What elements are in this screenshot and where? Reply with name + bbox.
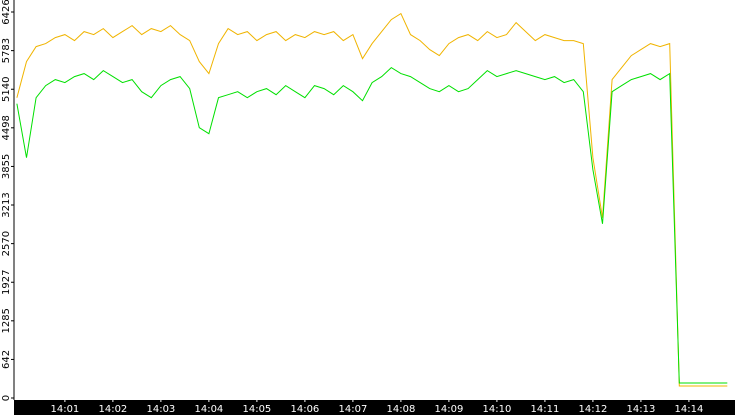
y-tick-label: 0 bbox=[1, 395, 12, 401]
y-tick-label: 2570 bbox=[1, 231, 12, 256]
y-tick-label: 6426 bbox=[1, 0, 12, 25]
y-tick-label: 642 bbox=[1, 350, 12, 369]
x-tick-label: 14:05 bbox=[242, 404, 271, 415]
x-tick-label: 14:10 bbox=[482, 404, 511, 415]
y-tick-label: 5140 bbox=[1, 77, 12, 102]
x-tick-label: 14:07 bbox=[338, 404, 367, 415]
x-tick-label: 14:14 bbox=[675, 404, 704, 415]
y-tick-label: 3855 bbox=[1, 154, 12, 179]
x-tick-label: 14:08 bbox=[386, 404, 415, 415]
y-tick-label: 1285 bbox=[1, 308, 12, 333]
x-tick-label: 14:03 bbox=[146, 404, 175, 415]
y-tick-label: 1927 bbox=[1, 270, 12, 295]
x-tick-label: 14:12 bbox=[578, 404, 607, 415]
x-axis-strip bbox=[14, 400, 735, 415]
series-line bbox=[16, 66, 728, 384]
x-tick-label: 14:02 bbox=[98, 404, 127, 415]
x-tick-label: 14:01 bbox=[50, 404, 79, 415]
series-line bbox=[16, 12, 728, 387]
y-tick-label: 5783 bbox=[1, 38, 12, 63]
x-tick-label: 14:06 bbox=[290, 404, 319, 415]
x-tick-label: 14:11 bbox=[530, 404, 559, 415]
x-tick-label: 14:04 bbox=[194, 404, 223, 415]
x-tick-label: 14:09 bbox=[434, 404, 463, 415]
y-tick-label: 3213 bbox=[1, 192, 12, 217]
y-tick-label: 4498 bbox=[1, 115, 12, 140]
x-tick-label: 14:13 bbox=[627, 404, 656, 415]
